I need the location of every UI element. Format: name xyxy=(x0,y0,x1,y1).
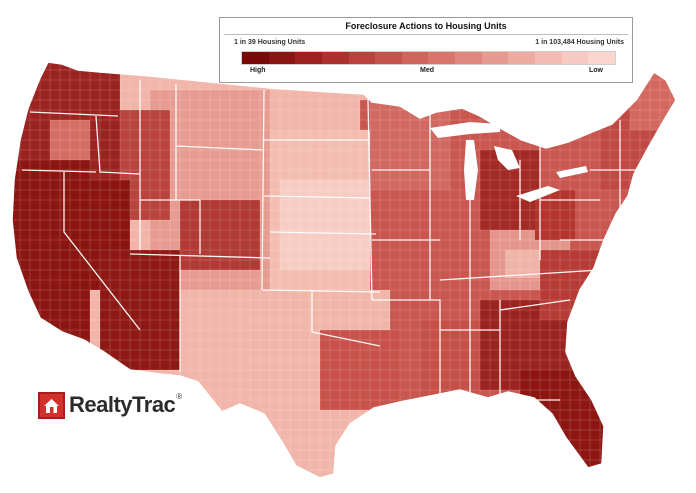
legend-swatch xyxy=(428,52,456,64)
legend-swatch xyxy=(588,52,615,64)
legend-swatch xyxy=(295,52,322,64)
great-lakes xyxy=(430,122,588,202)
brand-name: RealtyTrac xyxy=(69,392,176,417)
legend-min-label: 1 in 103,484 Housing Units xyxy=(535,39,624,46)
state-borders xyxy=(21,80,650,401)
legend-swatch xyxy=(455,52,482,64)
legend: Foreclosure Actions to Housing Units 1 i… xyxy=(219,17,633,83)
legend-tick-high: High xyxy=(250,67,266,74)
registered-mark: ® xyxy=(176,391,183,401)
legend-swatch xyxy=(535,52,562,64)
legend-tick-low: Low xyxy=(589,67,603,74)
legend-swatch xyxy=(242,52,269,64)
legend-swatch xyxy=(268,52,296,64)
legend-swatch xyxy=(481,52,509,64)
house-icon xyxy=(38,391,65,419)
legend-swatch xyxy=(321,52,349,64)
legend-swatch xyxy=(508,52,536,64)
legend-color-scale xyxy=(241,51,616,65)
legend-tick-med: Med xyxy=(420,67,434,74)
legend-swatch xyxy=(401,52,429,64)
legend-swatch xyxy=(348,52,376,64)
legend-max-label: 1 in 39 Housing Units xyxy=(234,39,306,46)
legend-title: Foreclosure Actions to Housing Units xyxy=(345,21,507,31)
legend-swatch xyxy=(561,52,589,64)
legend-swatch xyxy=(375,52,402,64)
legend-divider xyxy=(224,34,628,35)
brand-logo: RealtyTrac ® xyxy=(38,389,182,421)
